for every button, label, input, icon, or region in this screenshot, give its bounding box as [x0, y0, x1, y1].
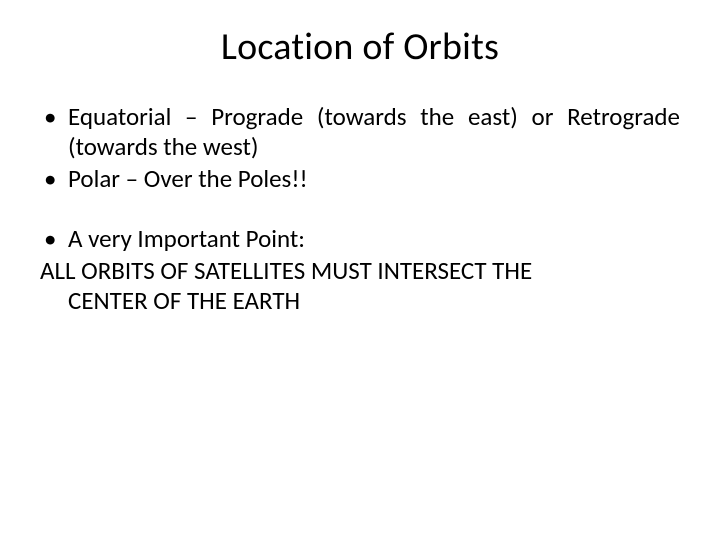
closing-line: CENTER OF THE EARTH	[40, 286, 680, 316]
spacer	[40, 196, 680, 224]
bullet-group-1: Equatorial – Prograde (towards the east)…	[40, 102, 680, 194]
closing-line: ALL ORBITS OF SATELLITES MUST INTERSECT …	[40, 256, 680, 286]
bullet-item: A very Important Point:	[40, 224, 680, 254]
bullet-item: Equatorial – Prograde (towards the east)…	[40, 102, 680, 162]
bullet-group-2: A very Important Point:	[40, 224, 680, 254]
slide-title: Location of Orbits	[40, 24, 680, 70]
slide-body: Equatorial – Prograde (towards the east)…	[40, 102, 680, 316]
bullet-item: Polar – Over the Poles!!	[40, 164, 680, 194]
slide: Location of Orbits Equatorial – Prograde…	[0, 0, 720, 540]
